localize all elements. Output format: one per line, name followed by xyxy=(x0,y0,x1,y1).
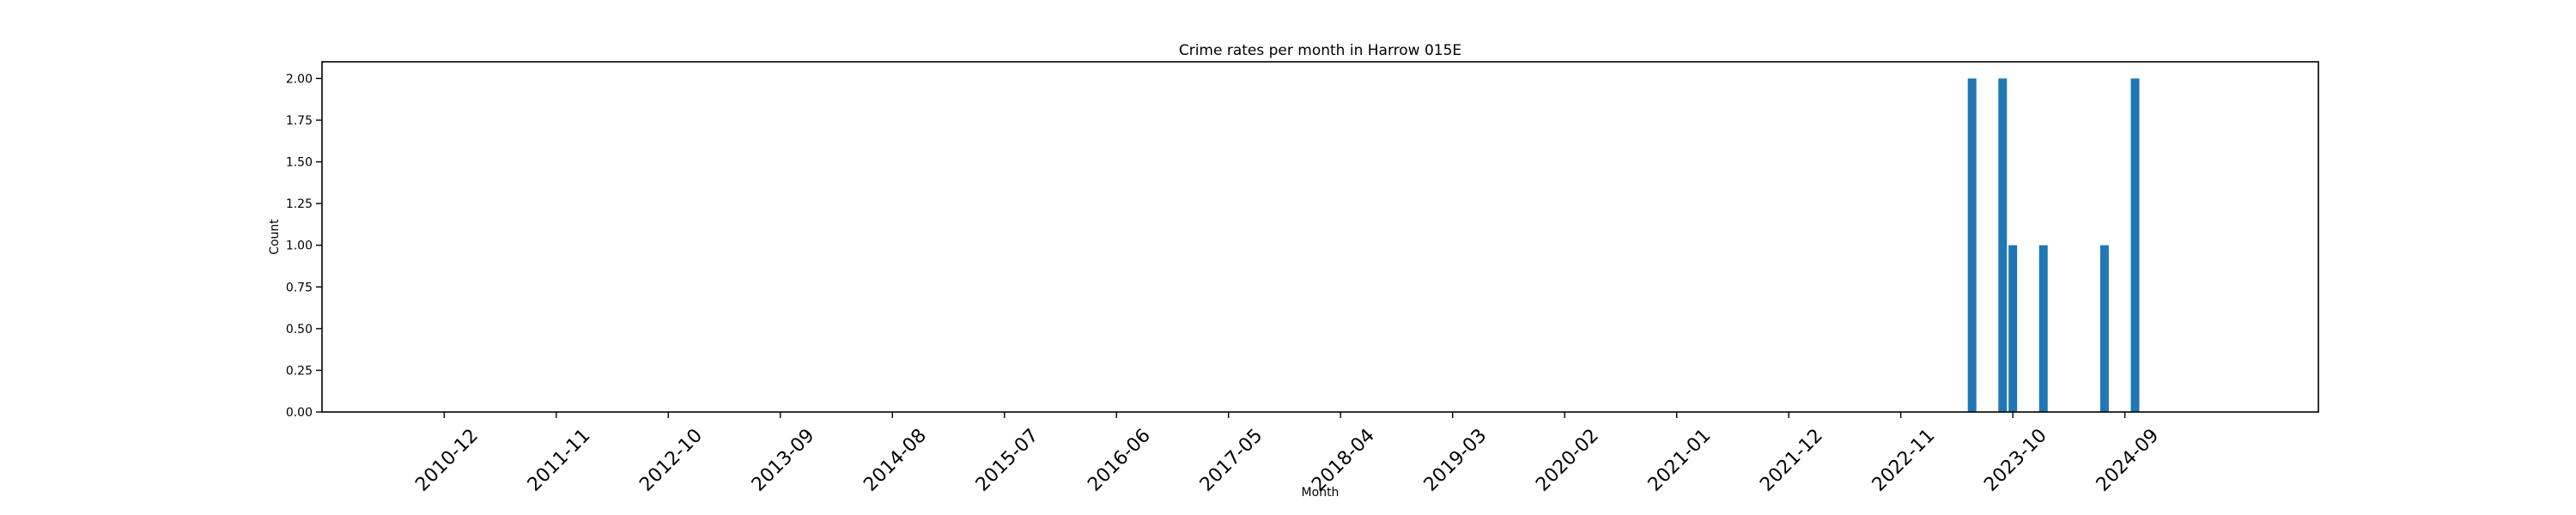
bar-2023-06 xyxy=(1967,78,1977,412)
bar-2024-01 xyxy=(2038,245,2048,412)
y-tick-label: 0.25 xyxy=(286,364,313,378)
bar-2024-07 xyxy=(2099,245,2109,412)
y-tick-label: 0.75 xyxy=(286,281,313,294)
bar-2023-09 xyxy=(1998,78,2008,412)
plot-area xyxy=(321,61,2319,413)
x-axis-label: Month xyxy=(1302,486,1340,500)
y-tick-label: 1.25 xyxy=(286,197,313,211)
bar-2024-10 xyxy=(2130,78,2140,412)
y-axis-label: Count xyxy=(268,219,282,255)
y-tick-label: 1.50 xyxy=(286,156,313,170)
plot-frame xyxy=(321,61,2319,413)
y-tick-label: 1.00 xyxy=(286,239,313,253)
y-tick-label: 1.75 xyxy=(286,114,313,128)
y-tick-label: 2.00 xyxy=(286,72,313,86)
plot-background xyxy=(322,62,2318,412)
chart-title: Crime rates per month in Harrow 015E xyxy=(1179,42,1461,59)
bar-2023-10 xyxy=(2008,245,2018,412)
bars-group xyxy=(1967,78,2140,412)
y-tick-label: 0.50 xyxy=(286,323,313,336)
y-tick-label: 0.00 xyxy=(286,406,313,420)
y-axis: 0.00 0.25 0.50 0.75 1.00 1.25 1.50 1.75 2.00 xyxy=(286,72,322,420)
